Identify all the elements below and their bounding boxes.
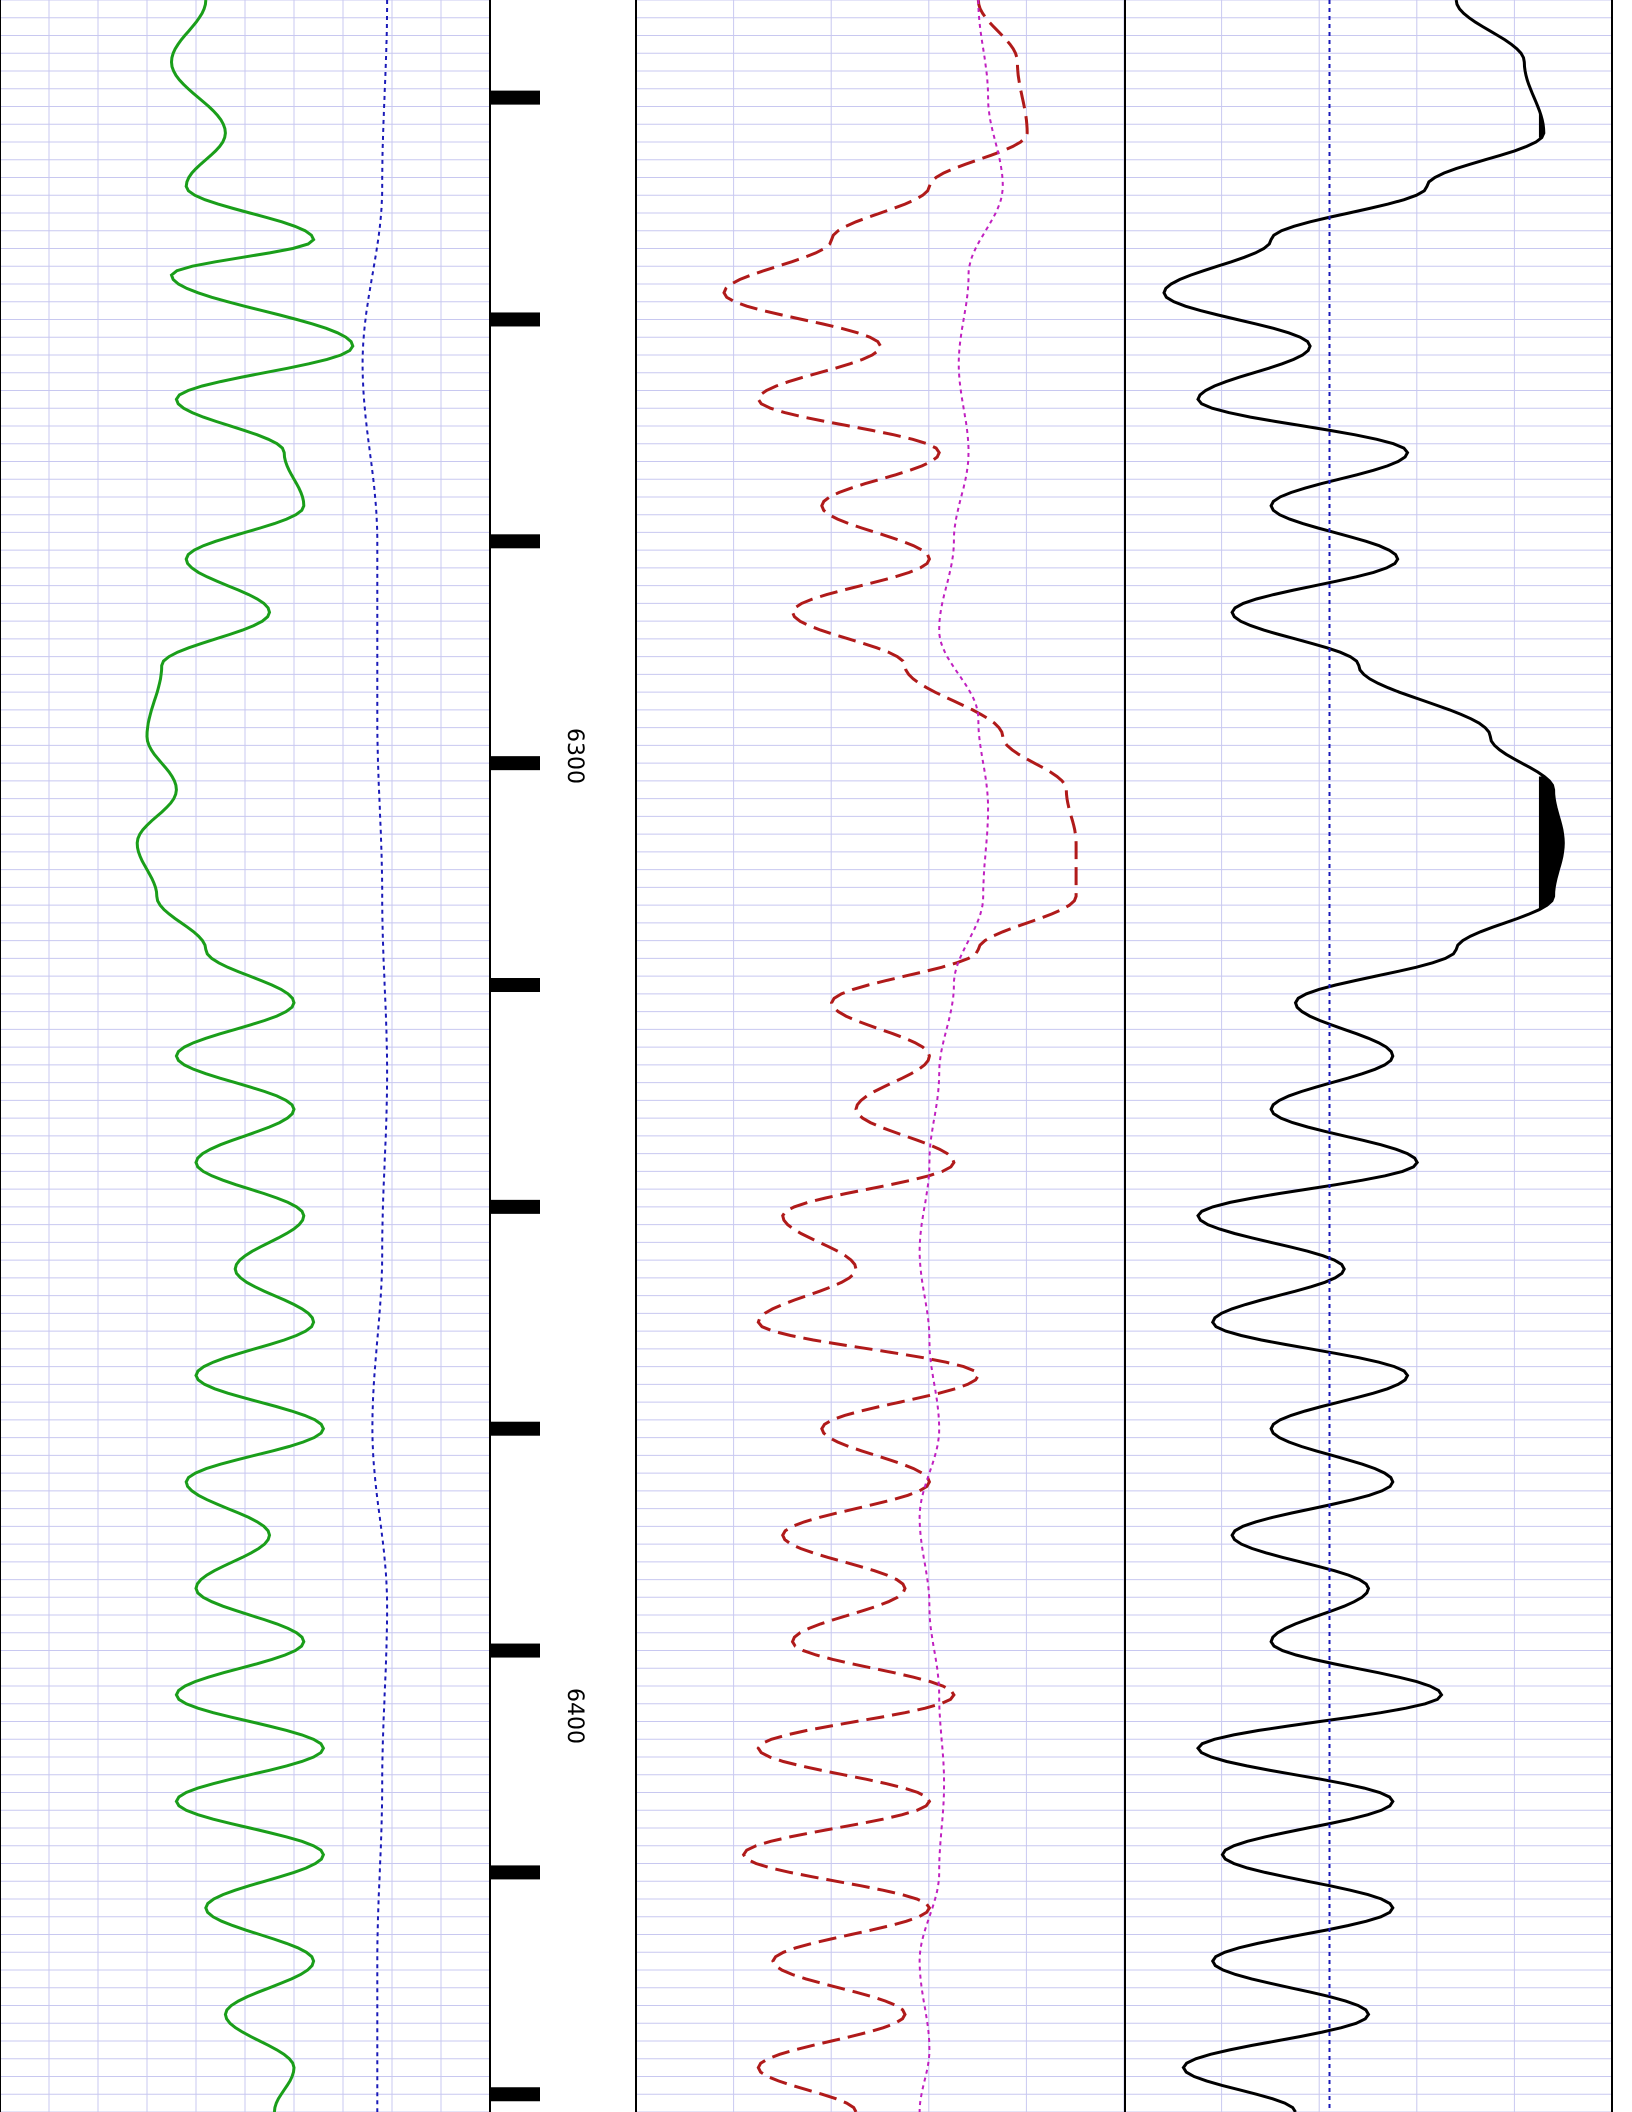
depth-tick <box>490 312 540 327</box>
resistivity-fill <box>1538 776 1564 910</box>
depth-tick <box>490 1421 540 1436</box>
curve-track2-series2 <box>918 0 1004 2112</box>
depth-tick <box>490 1199 540 1214</box>
depth-tick <box>490 534 540 549</box>
depth-tick <box>490 90 540 105</box>
depth-tick <box>490 2087 540 2102</box>
depth-label-6300: 6300 <box>562 728 587 784</box>
curve-track1-series2 <box>361 0 389 2112</box>
curve-layer <box>135 0 1565 2112</box>
depth-tick <box>490 756 540 771</box>
curve-track1-series1 <box>135 0 355 2112</box>
depth-tick <box>490 978 540 993</box>
curve-track2-series1 <box>722 0 1078 2112</box>
depth-tick <box>490 1865 540 1880</box>
depth-tick <box>490 1643 540 1658</box>
depth-label-6400: 6400 <box>562 1688 587 1744</box>
curve-track3-series1 <box>1162 0 1565 2112</box>
depth-track: 6300 6400 <box>562 728 587 1744</box>
